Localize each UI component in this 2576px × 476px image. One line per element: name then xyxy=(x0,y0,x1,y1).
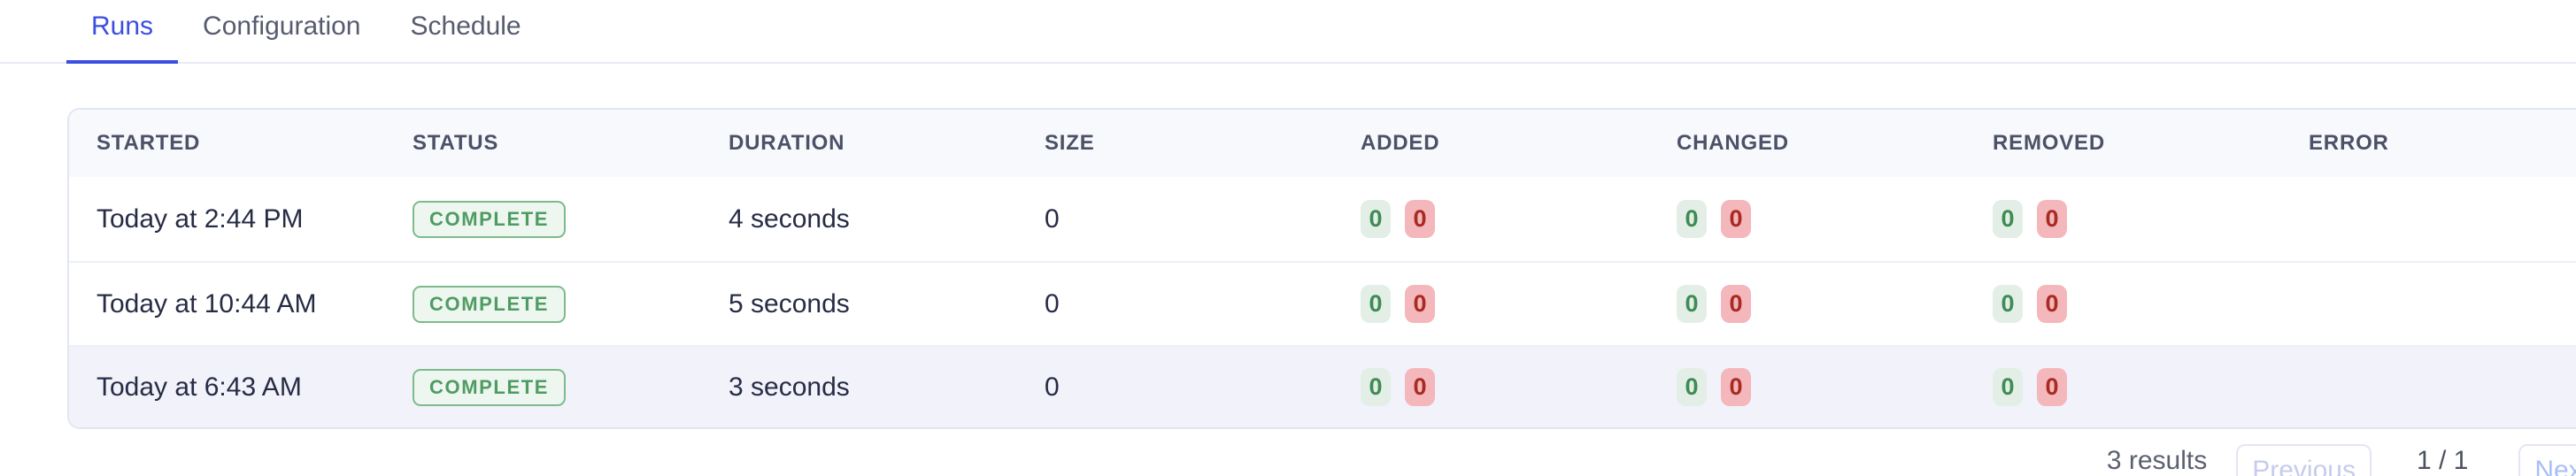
table-row[interactable]: Today at 2:44 PM COMPLETE 4 seconds 0 0 … xyxy=(69,177,2576,261)
cell-removed: 0 0 xyxy=(1965,285,2281,323)
cell-changed: 0 0 xyxy=(1649,368,1965,406)
cell-size: 0 xyxy=(1045,203,1060,234)
status-badge: COMPLETE xyxy=(413,285,567,323)
next-page-button[interactable]: Next xyxy=(2518,444,2576,476)
results-count: 3 results xyxy=(2106,446,2208,475)
cell-duration: 3 seconds xyxy=(729,372,850,402)
tab-bar: Runs Configuration Schedule xyxy=(0,0,2576,64)
cell-changed: 0 0 xyxy=(1649,285,1965,323)
cell-status: COMPLETE xyxy=(385,368,701,406)
added-count-badge: 0 xyxy=(1361,200,1391,238)
column-header-size: SIZE xyxy=(1045,131,1095,155)
page-indicator: 1 / 1 xyxy=(2416,446,2469,475)
column-header-duration: DURATION xyxy=(729,131,845,155)
cell-removed: 0 0 xyxy=(1965,200,2281,238)
cell-added: 0 0 xyxy=(1333,368,1649,406)
cell-added: 0 0 xyxy=(1333,285,1649,323)
column-header-removed: REMOVED xyxy=(1993,131,2105,155)
table-row[interactable]: Today at 6:43 AM COMPLETE 3 seconds 0 0 … xyxy=(69,345,2576,427)
added-error-badge: 0 xyxy=(1405,200,1435,238)
cell-removed: 0 0 xyxy=(1965,368,2281,406)
changed-error-badge: 0 xyxy=(1721,200,1751,238)
cell-changed: 0 0 xyxy=(1649,200,1965,238)
removed-error-badge: 0 xyxy=(2037,200,2067,238)
removed-error-badge: 0 xyxy=(2037,368,2067,406)
column-header-added: ADDED xyxy=(1361,131,1440,155)
tab-configuration[interactable]: Configuration xyxy=(203,12,361,41)
added-error-badge: 0 xyxy=(1405,368,1435,406)
pagination-bar: 3 results Previous 1 / 1 Next xyxy=(0,432,2576,476)
status-badge: COMPLETE xyxy=(413,200,567,238)
cell-duration: 5 seconds xyxy=(729,288,850,319)
column-header-started: STARTED xyxy=(96,131,201,155)
cell-started: Today at 10:44 AM xyxy=(96,288,317,319)
cell-size: 0 xyxy=(1045,288,1060,319)
cell-added: 0 0 xyxy=(1333,200,1649,238)
previous-page-button[interactable]: Previous xyxy=(2236,444,2372,476)
cell-started: Today at 2:44 PM xyxy=(96,203,304,234)
removed-count-badge: 0 xyxy=(1993,368,2023,406)
cell-started: Today at 6:43 AM xyxy=(96,372,302,402)
table-row[interactable]: Today at 10:44 AM COMPLETE 5 seconds 0 0… xyxy=(69,261,2576,345)
tab-runs[interactable]: Runs xyxy=(66,9,179,64)
changed-count-badge: 0 xyxy=(1677,368,1707,406)
status-badge: COMPLETE xyxy=(413,368,567,406)
changed-count-badge: 0 xyxy=(1677,285,1707,323)
changed-error-badge: 0 xyxy=(1721,285,1751,323)
cell-duration: 4 seconds xyxy=(729,203,850,234)
cell-size: 0 xyxy=(1045,372,1060,402)
removed-count-badge: 0 xyxy=(1993,285,2023,323)
added-count-badge: 0 xyxy=(1361,368,1391,406)
changed-error-badge: 0 xyxy=(1721,368,1751,406)
added-count-badge: 0 xyxy=(1361,285,1391,323)
tab-schedule[interactable]: Schedule xyxy=(410,12,521,41)
column-header-status: STATUS xyxy=(413,131,499,155)
cell-status: COMPLETE xyxy=(385,200,701,238)
column-header-error: ERROR xyxy=(2309,131,2389,155)
runs-table: STARTED STATUS DURATION SIZE ADDED CHANG… xyxy=(67,108,2576,429)
table-header-row: STARTED STATUS DURATION SIZE ADDED CHANG… xyxy=(69,110,2576,177)
added-error-badge: 0 xyxy=(1405,285,1435,323)
removed-error-badge: 0 xyxy=(2037,285,2067,323)
removed-count-badge: 0 xyxy=(1993,200,2023,238)
changed-count-badge: 0 xyxy=(1677,200,1707,238)
column-header-changed: CHANGED xyxy=(1677,131,1789,155)
cell-status: COMPLETE xyxy=(385,285,701,323)
